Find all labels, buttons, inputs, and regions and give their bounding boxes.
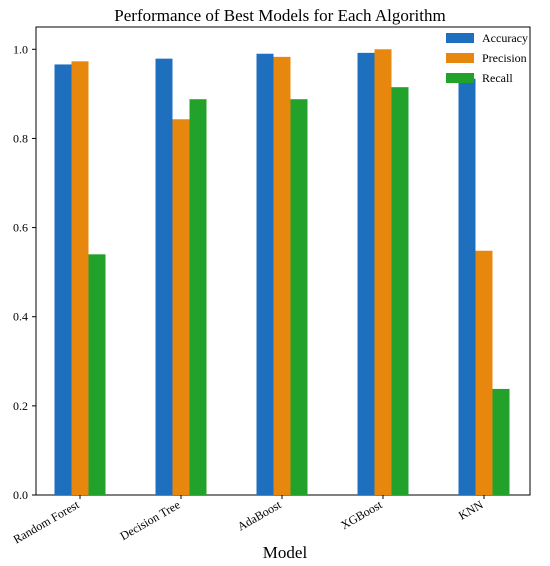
legend-swatch-recall — [446, 73, 474, 83]
bar-precision — [273, 56, 291, 496]
bar-recall — [391, 87, 409, 496]
bar-accuracy — [256, 53, 274, 495]
bar-accuracy — [54, 64, 72, 495]
legend-label-precision: Precision — [482, 51, 527, 65]
legend: Accuracy Precision Recall — [446, 31, 528, 85]
y-tick-label: 0.2 — [13, 399, 28, 413]
bar-recall — [88, 254, 106, 495]
x-axis-label: Model — [263, 543, 308, 562]
legend-swatch-precision — [446, 53, 474, 63]
y-tick-label: 0.4 — [13, 310, 28, 324]
bar-accuracy — [357, 52, 375, 495]
bar-precision — [374, 49, 392, 496]
y-tick-label: 0.0 — [13, 488, 28, 502]
bar-accuracy — [155, 58, 173, 495]
bar-precision — [172, 119, 190, 496]
bar-recall — [492, 388, 510, 495]
bar-accuracy — [458, 78, 476, 496]
bar-recall — [290, 99, 308, 495]
y-tick-label: 0.8 — [13, 131, 28, 145]
legend-label-recall: Recall — [482, 71, 513, 85]
y-tick-label: 0.6 — [13, 221, 28, 235]
y-tick-label: 1.0 — [13, 42, 28, 56]
legend-label-accuracy: Accuracy — [482, 31, 528, 45]
bar-recall — [189, 99, 207, 495]
chart-title: Performance of Best Models for Each Algo… — [114, 6, 445, 25]
bar-precision — [475, 250, 493, 495]
bar-precision — [71, 61, 89, 495]
legend-swatch-accuracy — [446, 33, 474, 43]
